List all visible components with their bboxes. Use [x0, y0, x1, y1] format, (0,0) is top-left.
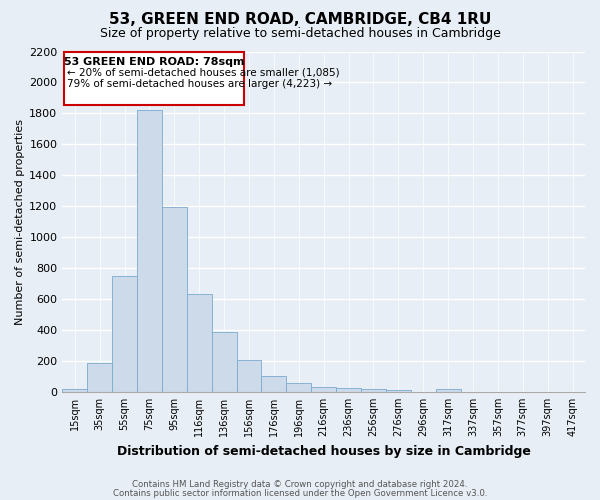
Bar — [236, 360, 262, 392]
Text: Size of property relative to semi-detached houses in Cambridge: Size of property relative to semi-detach… — [100, 28, 500, 40]
Bar — [62, 389, 87, 392]
Bar — [162, 207, 187, 392]
X-axis label: Distribution of semi-detached houses by size in Cambridge: Distribution of semi-detached houses by … — [117, 444, 530, 458]
Bar — [137, 110, 162, 392]
FancyBboxPatch shape — [64, 52, 244, 105]
Text: 53 GREEN END ROAD: 78sqm: 53 GREEN END ROAD: 78sqm — [64, 57, 244, 67]
Bar — [386, 390, 411, 392]
Bar — [87, 362, 112, 392]
Bar — [212, 332, 236, 392]
Bar — [112, 276, 137, 392]
Text: ← 20% of semi-detached houses are smaller (1,085): ← 20% of semi-detached houses are smalle… — [67, 68, 340, 78]
Text: 53, GREEN END ROAD, CAMBRIDGE, CB4 1RU: 53, GREEN END ROAD, CAMBRIDGE, CB4 1RU — [109, 12, 491, 28]
Bar — [286, 382, 311, 392]
Text: Contains public sector information licensed under the Open Government Licence v3: Contains public sector information licen… — [113, 488, 487, 498]
Bar — [262, 376, 286, 392]
Bar — [336, 388, 361, 392]
Y-axis label: Number of semi-detached properties: Number of semi-detached properties — [15, 118, 25, 324]
Text: 79% of semi-detached houses are larger (4,223) →: 79% of semi-detached houses are larger (… — [67, 80, 332, 90]
Bar — [436, 389, 461, 392]
Bar — [311, 388, 336, 392]
Bar — [361, 389, 386, 392]
Text: Contains HM Land Registry data © Crown copyright and database right 2024.: Contains HM Land Registry data © Crown c… — [132, 480, 468, 489]
Bar — [187, 294, 212, 392]
